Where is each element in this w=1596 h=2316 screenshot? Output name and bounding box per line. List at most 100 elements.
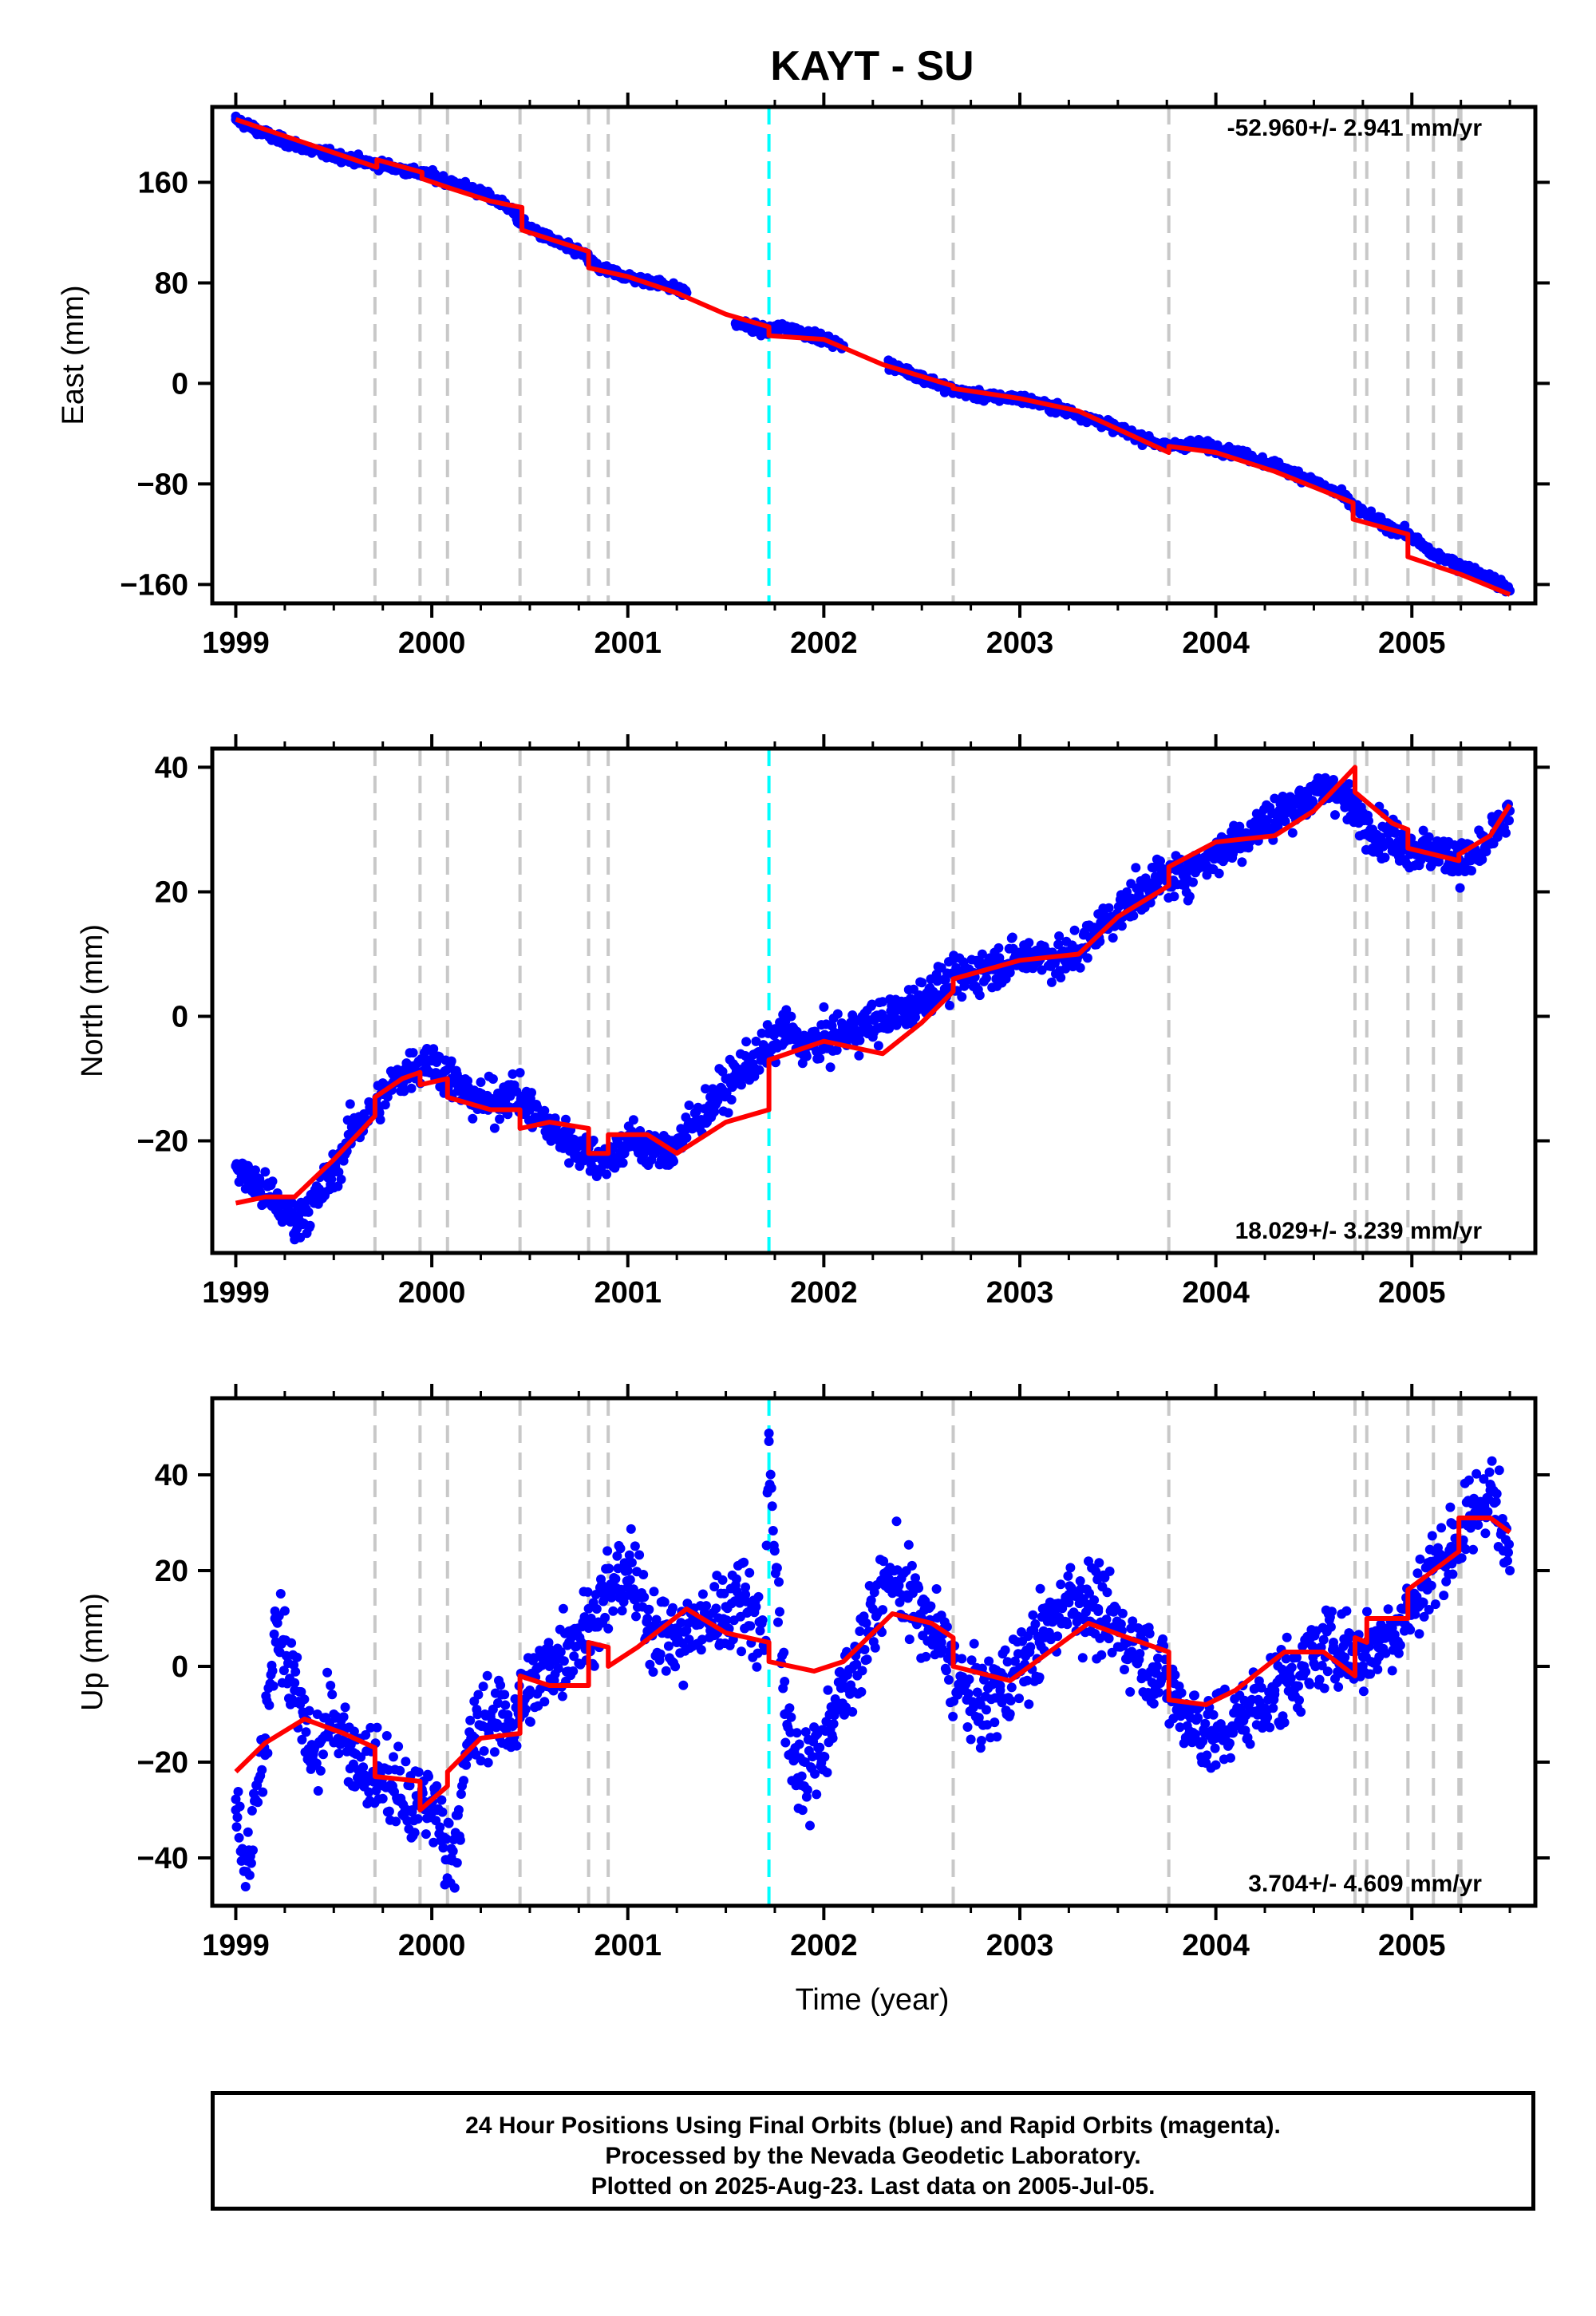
data-point xyxy=(1481,847,1491,856)
data-point xyxy=(1131,863,1141,873)
data-point xyxy=(318,1749,328,1760)
data-point xyxy=(257,1765,267,1775)
data-point xyxy=(591,1604,602,1614)
data-point xyxy=(1035,1583,1045,1594)
data-point xyxy=(884,1023,895,1034)
y-tick-label: 80 xyxy=(155,267,188,300)
data-point xyxy=(568,1666,579,1676)
data-point xyxy=(832,1045,842,1055)
data-point xyxy=(781,1005,792,1015)
data-point xyxy=(1344,779,1354,789)
data-point xyxy=(589,1661,599,1671)
data-point xyxy=(272,1618,282,1628)
data-point xyxy=(1064,1598,1074,1608)
data-point xyxy=(805,1820,815,1831)
data-point xyxy=(342,1746,352,1757)
data-point xyxy=(1265,1722,1275,1733)
data-point xyxy=(1053,939,1064,950)
data-point xyxy=(1492,832,1503,842)
data-point xyxy=(926,1601,936,1611)
data-point xyxy=(1416,855,1426,865)
data-point xyxy=(240,1882,251,1891)
data-point xyxy=(815,1053,825,1064)
data-point xyxy=(1063,1571,1073,1581)
data-point xyxy=(1190,1690,1199,1701)
data-point xyxy=(1424,1605,1434,1614)
data-point xyxy=(1211,1760,1221,1770)
data-point xyxy=(1156,856,1165,866)
data-point xyxy=(253,1797,263,1808)
data-point xyxy=(1448,1520,1459,1530)
data-point xyxy=(878,997,888,1007)
data-point xyxy=(495,1114,505,1124)
data-point xyxy=(444,1818,454,1828)
data-point xyxy=(697,1589,708,1599)
data-point xyxy=(723,1108,733,1118)
data-point xyxy=(957,1654,967,1664)
data-point xyxy=(1376,832,1386,843)
data-point xyxy=(583,1587,593,1597)
data-point xyxy=(468,1113,478,1124)
data-points xyxy=(231,111,1515,597)
data-point xyxy=(510,1694,520,1704)
data-point xyxy=(561,1114,571,1124)
data-point xyxy=(678,1680,689,1690)
y-tick-label: −40 xyxy=(137,1842,188,1875)
data-point xyxy=(825,1062,836,1073)
data-point xyxy=(775,1607,784,1617)
y-tick-label: −20 xyxy=(137,1125,188,1159)
data-point xyxy=(648,1667,658,1677)
x-tick-label: 2004 xyxy=(1182,1276,1250,1310)
data-point xyxy=(483,1757,493,1768)
data-point xyxy=(624,1550,634,1560)
data-point xyxy=(879,1556,889,1567)
data-point xyxy=(878,1605,888,1615)
data-point xyxy=(520,1704,531,1714)
data-point xyxy=(1054,931,1065,941)
data-point xyxy=(1237,857,1247,868)
data-point xyxy=(1154,1687,1163,1697)
data-point xyxy=(1296,1707,1306,1717)
data-point xyxy=(1380,852,1390,863)
data-point xyxy=(701,1601,711,1611)
data-point xyxy=(1102,1587,1112,1598)
data-point xyxy=(408,1048,418,1058)
data-point xyxy=(243,1827,253,1837)
data-point xyxy=(407,1807,417,1817)
data-point xyxy=(764,1437,774,1446)
data-point xyxy=(1024,1699,1034,1709)
data-point xyxy=(441,1834,452,1844)
data-point xyxy=(586,1613,596,1623)
data-point xyxy=(891,1516,902,1527)
data-point xyxy=(1256,1682,1266,1693)
data-point xyxy=(661,1666,671,1676)
data-point xyxy=(453,1804,464,1815)
data-point xyxy=(768,1526,778,1535)
data-point xyxy=(1504,1539,1514,1550)
data-point xyxy=(1327,1607,1337,1617)
data-point xyxy=(1455,883,1465,893)
data-point xyxy=(345,1099,355,1109)
data-point xyxy=(380,1100,390,1110)
data-point xyxy=(1104,903,1114,913)
data-point xyxy=(1089,1595,1100,1605)
data-point xyxy=(1358,1686,1369,1697)
data-point xyxy=(267,1176,278,1187)
data-point xyxy=(941,1666,951,1676)
data-point xyxy=(1225,1738,1235,1749)
data-point xyxy=(569,1651,579,1662)
data-point xyxy=(766,1483,776,1493)
data-point xyxy=(962,1722,973,1732)
data-point xyxy=(234,1832,244,1843)
data-point xyxy=(1169,891,1179,902)
data-point xyxy=(334,1749,344,1759)
data-point xyxy=(964,1674,974,1685)
data-point xyxy=(669,1156,678,1167)
data-point xyxy=(1318,1634,1329,1645)
data-point xyxy=(1270,1690,1280,1699)
data-point xyxy=(631,1611,641,1622)
data-point xyxy=(1491,1496,1501,1507)
data-point xyxy=(1014,1694,1024,1704)
data-point xyxy=(861,1618,871,1628)
